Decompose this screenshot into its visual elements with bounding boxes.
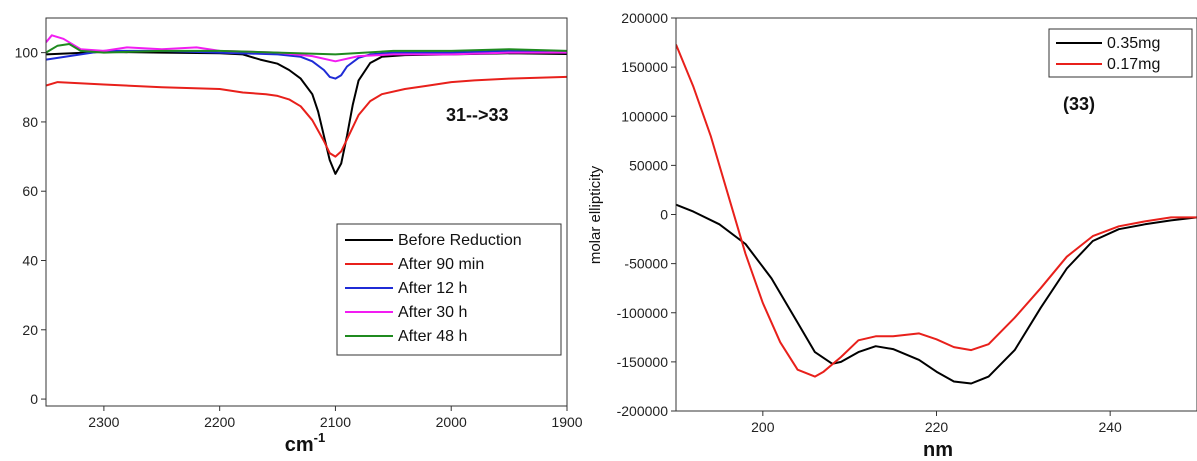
cd-x-tick-label: 200 bbox=[751, 419, 775, 435]
cd-series-line bbox=[676, 44, 1197, 378]
ir-x-tick-label: 2100 bbox=[320, 414, 351, 430]
ir-y-tick-label: 60 bbox=[22, 183, 38, 199]
cd-y-tick-label: 200000 bbox=[621, 10, 668, 26]
cd-y-tick-label: -150000 bbox=[617, 354, 669, 370]
cd-axis-frame bbox=[675, 17, 1197, 412]
ir-legend-label: After 12 h bbox=[398, 280, 467, 297]
ir-legend-box bbox=[336, 223, 562, 356]
ir-y-tick-label: 0 bbox=[30, 391, 38, 407]
ir-y-tick-label: 80 bbox=[22, 114, 38, 130]
cd-y-tick-label: -100000 bbox=[617, 305, 669, 321]
cd-y-tick-label: -200000 bbox=[617, 403, 669, 419]
cd-series-line bbox=[676, 203, 1197, 385]
cd-y-tick-label: -50000 bbox=[624, 256, 668, 272]
ir-legend-label: After 48 h bbox=[398, 328, 467, 345]
cd-legend-box bbox=[1048, 28, 1193, 78]
ir-series-line bbox=[46, 34, 567, 63]
ir-series-line bbox=[46, 75, 567, 158]
cd-plot-area bbox=[676, 44, 1197, 385]
cd-x-tick-label: 220 bbox=[925, 419, 949, 435]
ir-x-axis-label-superscript: -1 bbox=[314, 430, 326, 445]
ir-y-tick-label: 100 bbox=[15, 45, 39, 61]
cd-y-tick-label: 0 bbox=[660, 207, 668, 223]
ir-axis-frame bbox=[45, 17, 568, 407]
cd-legend-label: 0.17mg bbox=[1107, 56, 1160, 73]
cd-legend-label: 0.35mg bbox=[1107, 35, 1160, 52]
ir-legend-label: After 90 min bbox=[398, 256, 484, 273]
ir-legend-label: After 30 h bbox=[398, 304, 467, 321]
ir-x-tick-label: 2200 bbox=[204, 414, 235, 430]
ir-plot-area bbox=[46, 34, 567, 175]
ir-x-tick-label: 2000 bbox=[436, 414, 467, 430]
cd-x-tick-label: 240 bbox=[1098, 419, 1122, 435]
cd-annotation: (33) bbox=[1063, 94, 1095, 114]
ir-x-axis-label: cm-1 bbox=[285, 430, 325, 456]
ir-y-tick-label: 20 bbox=[22, 322, 38, 338]
cd-legend: 0.35mg 0.17mg bbox=[1048, 28, 1193, 78]
ir-grid-ticks: 2300 2200 2100 2000 1900 0 20 40 60 80 100 bbox=[15, 45, 583, 430]
cd-y-axis-label: molar ellipticity bbox=[587, 165, 604, 264]
ir-chart: 2300 2200 2100 2000 1900 0 20 40 60 80 100 cm-1 31… bbox=[15, 17, 583, 456]
cd-chart: 200 220 240 -200000 -150000 -100000 -50000 0 500… bbox=[587, 10, 1197, 461]
ir-series-line bbox=[46, 49, 567, 80]
ir-x-tick-label: 2300 bbox=[88, 414, 119, 430]
ir-x-tick-label: 1900 bbox=[551, 414, 582, 430]
ir-y-tick-label: 40 bbox=[22, 253, 38, 269]
ir-legend: Before Reduction After 90 min After 12 h Af… bbox=[336, 223, 562, 356]
ir-series-line bbox=[46, 43, 567, 56]
cd-y-tick-label: 150000 bbox=[621, 59, 668, 75]
cd-y-tick-label: 50000 bbox=[629, 157, 668, 173]
cd-grid-ticks: 200 220 240 -200000 -150000 -100000 -50000 0 500… bbox=[617, 10, 1122, 435]
cd-y-tick-label: 100000 bbox=[621, 108, 668, 124]
ir-annotation: 31-->33 bbox=[446, 105, 509, 125]
ir-legend-label: Before Reduction bbox=[398, 232, 522, 249]
cd-x-axis-label: nm bbox=[923, 439, 953, 461]
